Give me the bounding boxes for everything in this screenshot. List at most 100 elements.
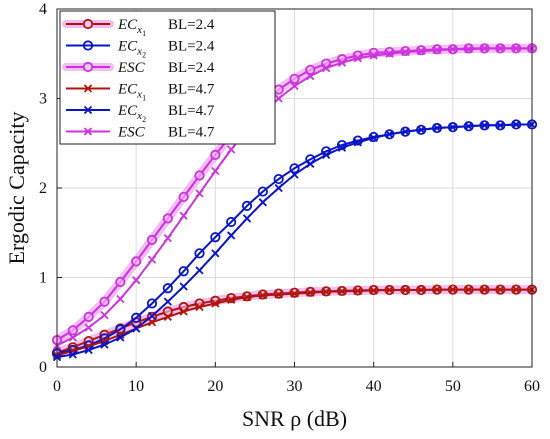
data-point	[512, 285, 521, 294]
series-layer	[51, 43, 538, 362]
data-point	[116, 294, 125, 304]
data-point	[162, 283, 173, 294]
data-point	[290, 170, 299, 179]
data-point	[146, 298, 158, 309]
data-point	[289, 163, 300, 174]
legend-label: ECx2	[117, 103, 146, 124]
series-5	[52, 120, 537, 362]
data-point	[257, 186, 268, 197]
legend-label: ESC	[117, 125, 146, 141]
legend-item: ECx1 BL=4.7	[66, 82, 215, 103]
data-point	[353, 54, 362, 63]
data-point	[68, 350, 77, 359]
data-point	[67, 325, 78, 336]
data-point	[385, 285, 394, 295]
data-point	[179, 282, 188, 291]
data-point	[258, 198, 267, 207]
legend-label: ECx1	[117, 17, 146, 38]
data-point	[178, 266, 189, 277]
data-point	[273, 173, 284, 185]
x-tick-label: 20	[207, 378, 223, 395]
data-point	[417, 285, 426, 295]
data-point	[337, 143, 347, 152]
data-point	[369, 286, 378, 295]
legend-item: ECx2 BL=4.7	[66, 103, 215, 124]
x-tick-label: 40	[366, 378, 382, 395]
legend-label-main: EC	[117, 82, 138, 98]
data-point	[464, 122, 473, 131]
data-point	[305, 64, 316, 75]
legend-label-param: BL=4.7	[168, 125, 215, 141]
data-point	[84, 345, 93, 355]
legend-item: ECx1 BL=2.4	[62, 17, 215, 38]
data-point	[289, 73, 300, 84]
data-point	[163, 233, 172, 243]
data-point	[385, 49, 394, 58]
legend-item: ECx2 BL=2.4	[66, 39, 215, 60]
data-point	[432, 285, 442, 294]
data-point	[147, 318, 157, 327]
data-point	[322, 287, 331, 296]
legend-label-main: EC	[117, 103, 138, 119]
data-point	[242, 293, 252, 302]
data-point	[401, 47, 410, 57]
data-point	[227, 145, 236, 154]
y-tick-label: 3	[39, 91, 47, 108]
legend-label-main: EC	[117, 39, 138, 55]
y-axis-title: Ergodic Capacity	[4, 112, 29, 265]
data-point	[369, 51, 378, 60]
legend-label: ECx1	[117, 82, 146, 103]
legend-label: ESC	[117, 60, 146, 76]
data-point	[147, 311, 157, 321]
data-point	[100, 310, 109, 320]
data-point	[353, 138, 362, 147]
legend-item: ESC BL=4.7	[66, 125, 215, 141]
legend-label-param: BL=4.7	[168, 82, 215, 98]
data-point	[369, 133, 378, 143]
legend-label-main: ESC	[117, 60, 146, 76]
data-point	[401, 127, 410, 136]
legend-label-main: ESC	[117, 125, 146, 141]
data-point	[258, 291, 267, 300]
data-point	[178, 191, 189, 203]
data-point	[448, 123, 457, 132]
legend-marker	[83, 105, 93, 115]
legend-label-param: BL=2.4	[168, 17, 215, 33]
y-tick-label: 4	[39, 1, 47, 18]
x-tick-label: 30	[287, 378, 303, 395]
legend-label-subsubscript: 2	[142, 51, 146, 60]
legend-label-param: BL=4.7	[168, 103, 215, 119]
y-tick-label: 1	[39, 270, 47, 287]
data-point	[417, 46, 426, 56]
data-point	[274, 183, 283, 193]
legend-label-subscript: x	[136, 89, 142, 101]
data-point	[146, 234, 158, 246]
legend-marker	[82, 18, 94, 30]
data-point	[179, 307, 188, 316]
data-point	[195, 302, 204, 312]
data-point	[210, 232, 221, 243]
data-point	[99, 296, 110, 307]
data-point	[163, 312, 172, 322]
data-point	[480, 44, 489, 53]
data-point	[100, 340, 109, 349]
data-point	[194, 170, 205, 181]
x-tick-label: 50	[445, 378, 461, 395]
data-point	[179, 211, 188, 220]
x-tick-label: 10	[128, 378, 144, 395]
data-point	[512, 120, 521, 129]
data-point	[306, 71, 315, 81]
data-point	[273, 84, 284, 95]
legend-label: ECx2	[117, 39, 146, 60]
x-axis-title: SNR ρ (dB)	[242, 406, 347, 431]
data-point	[496, 285, 505, 294]
data-point	[432, 46, 442, 55]
data-point	[226, 216, 237, 228]
data-point	[337, 287, 347, 296]
data-point	[211, 249, 220, 258]
ticks: 0 10 20 30 40 50 60 0 1 2 3 4	[39, 1, 540, 395]
data-point	[194, 248, 205, 259]
legend-marker	[82, 40, 94, 51]
legend-label-subsubscript: 1	[142, 94, 146, 103]
